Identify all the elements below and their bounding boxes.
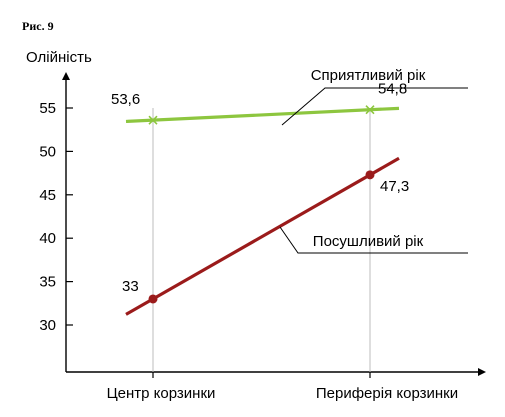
y-tick-label: 35 — [39, 274, 56, 291]
data-label: 53,6 — [111, 91, 140, 108]
series-leader-line — [279, 226, 468, 254]
y-axis-arrow — [62, 72, 70, 80]
y-tick-label: 55 — [39, 100, 56, 117]
data-point — [365, 170, 375, 180]
x-categories: Центр корзинки Периферія корзинки — [107, 108, 458, 402]
x-category-label: Периферія корзинки — [316, 385, 458, 402]
y-tick-label: 50 — [39, 143, 56, 160]
series-leader-line — [281, 87, 468, 126]
data-label: 33 — [122, 278, 139, 295]
series-name-label: Посушливий рік — [313, 233, 424, 250]
x-category-label: Центр корзинки — [107, 385, 216, 402]
y-ticks: 30 35 40 45 50 55 — [39, 100, 73, 334]
data-point — [148, 115, 158, 125]
axes — [62, 72, 486, 376]
x-axis-arrow — [478, 368, 486, 376]
series-name-label: Сприятливий рік — [311, 67, 426, 84]
series-2: 33 47,3 Посушливий рік — [122, 156, 468, 316]
series-line — [125, 106, 400, 124]
data-label: 47,3 — [380, 178, 409, 195]
y-tick-label: 40 — [39, 230, 56, 247]
y-tick-label: 45 — [39, 187, 56, 204]
data-label: 54,8 — [378, 81, 407, 98]
y-tick-label: 30 — [39, 317, 56, 334]
y-axis-title: Олійність — [26, 49, 92, 66]
data-point — [148, 294, 158, 304]
data-point — [365, 105, 375, 115]
series-line — [125, 156, 400, 316]
figure-label: Рис. 9 — [22, 19, 54, 33]
